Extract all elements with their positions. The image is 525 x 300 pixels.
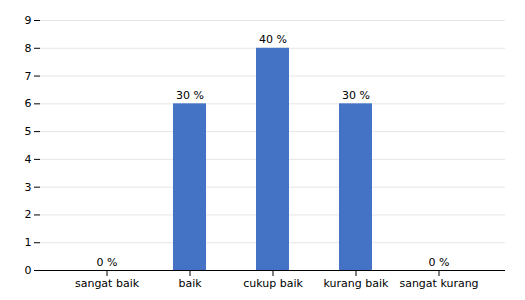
svg-text:8: 8	[25, 42, 32, 55]
svg-text:4: 4	[25, 153, 32, 166]
svg-text:9: 9	[25, 14, 32, 27]
svg-text:cukup baik: cukup baik	[243, 277, 303, 290]
svg-text:30 %: 30 %	[176, 89, 204, 102]
svg-text:0 %: 0 %	[429, 256, 450, 269]
svg-text:1: 1	[25, 236, 32, 249]
svg-text:30 %: 30 %	[342, 89, 370, 102]
svg-text:sangat kurang: sangat kurang	[399, 277, 478, 290]
svg-text:5: 5	[25, 125, 32, 138]
svg-text:0 %: 0 %	[97, 256, 118, 269]
svg-text:baik: baik	[178, 277, 202, 290]
svg-text:sangat baik: sangat baik	[75, 277, 140, 290]
svg-text:3: 3	[25, 181, 32, 194]
svg-text:kurang baik: kurang baik	[324, 277, 389, 290]
svg-text:0: 0	[25, 264, 32, 277]
svg-text:40 %: 40 %	[259, 33, 287, 46]
svg-text:7: 7	[25, 70, 32, 83]
svg-text:2: 2	[25, 208, 32, 221]
svg-text:6: 6	[25, 97, 32, 110]
